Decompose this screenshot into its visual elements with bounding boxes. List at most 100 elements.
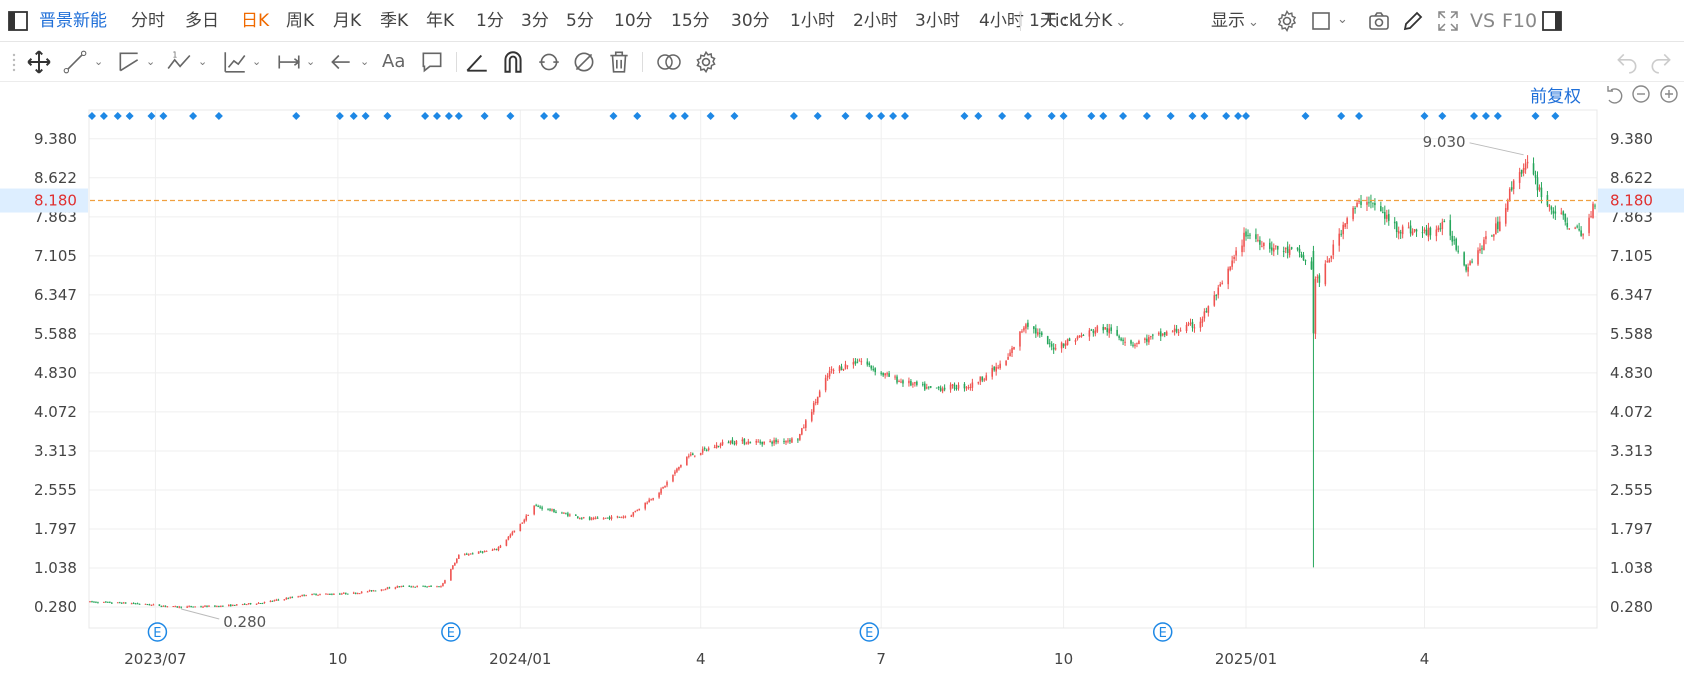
square-select-icon[interactable] xyxy=(1310,9,1334,33)
candle-body xyxy=(541,507,543,509)
zoom-in-icon[interactable] xyxy=(1660,85,1678,103)
candle-body xyxy=(1259,240,1261,245)
period-tab-2[interactable]: 日K xyxy=(241,11,270,31)
period-tab-1[interactable]: 多日 xyxy=(185,11,219,31)
kline-chart[interactable]: 9.030 0.280 E E E E 0.280 1.038 1.797 2.555 3.31… xyxy=(0,82,1684,679)
signal-marker xyxy=(889,112,898,120)
comment-icon[interactable] xyxy=(419,49,445,75)
compare-icon[interactable] xyxy=(656,49,682,75)
candle-body xyxy=(132,603,135,605)
period-tab-14[interactable]: 2小时 xyxy=(853,11,898,31)
candle-body xyxy=(1318,275,1321,283)
candle-body xyxy=(533,505,535,515)
magnet-icon[interactable] xyxy=(500,49,526,75)
chevron-down-icon[interactable]: ⌄ xyxy=(94,55,104,68)
period-tab-15[interactable]: 3小时 xyxy=(915,11,960,31)
period-tab-0[interactable]: 分时 xyxy=(131,11,165,31)
candle-body xyxy=(313,593,315,595)
sync-icon[interactable] xyxy=(536,49,562,75)
right-panel-toggle-icon[interactable] xyxy=(1540,9,1564,33)
candle-body xyxy=(1302,255,1305,261)
period-tab-3[interactable]: 周K xyxy=(286,11,315,31)
candle-body xyxy=(1370,201,1372,203)
period-tab-9[interactable]: 5分 xyxy=(566,11,594,31)
candle-body xyxy=(1411,231,1414,235)
candle-body xyxy=(1013,346,1015,350)
candle-body xyxy=(690,454,692,456)
period-tab-10[interactable]: 10分 xyxy=(614,11,653,31)
period-tab-8[interactable]: 3分 xyxy=(521,11,549,31)
candle-body xyxy=(1082,334,1085,336)
adjust-mode-button[interactable]: 前复权 xyxy=(1530,87,1581,107)
stock-name[interactable]: 晋景新能 xyxy=(39,11,107,31)
camera-icon[interactable] xyxy=(1367,9,1391,33)
candle-body xyxy=(1276,245,1279,250)
candle-body xyxy=(662,486,664,489)
undo-icon[interactable] xyxy=(1614,49,1640,75)
candle-body xyxy=(144,603,147,605)
display-menu[interactable]: 显示 ⌄ xyxy=(1211,0,1259,42)
fib-tool-icon[interactable] xyxy=(222,49,248,75)
signal-marker xyxy=(633,112,642,120)
candle-body xyxy=(186,606,188,608)
candle-body xyxy=(231,604,234,606)
candle-body xyxy=(97,602,99,604)
drag-handle-icon[interactable] xyxy=(11,52,17,74)
candle-body xyxy=(1384,212,1386,219)
candle-body xyxy=(333,593,335,595)
period-tab-6[interactable]: 年K xyxy=(426,11,455,31)
period-tab-5[interactable]: 季K xyxy=(380,11,409,31)
settings-icon[interactable] xyxy=(693,49,719,75)
chevron-down-icon[interactable]: ⌄ xyxy=(306,55,316,68)
period-tab-4[interactable]: 月K xyxy=(333,11,362,31)
vs-button[interactable]: VS xyxy=(1470,10,1496,32)
gear-icon[interactable] xyxy=(1275,9,1299,33)
period-tab-13[interactable]: 1小时 xyxy=(790,11,835,31)
f10-button[interactable]: F10 xyxy=(1502,10,1538,32)
candle-body xyxy=(1366,202,1368,205)
text-tool-button[interactable]: Aa xyxy=(382,51,406,72)
max-leader-line xyxy=(1469,142,1524,156)
fullscreen-icon[interactable] xyxy=(1436,9,1460,33)
candle-body xyxy=(1481,248,1483,250)
period-tab-11[interactable]: 15分 xyxy=(671,11,710,31)
candle-body xyxy=(1532,163,1535,175)
signal-marker xyxy=(480,112,489,120)
drawing-toolbar: ⌄ ⌄ 1 ⌄ ⌄ ⌄ ⌄ Aa xyxy=(0,42,1684,82)
signal-marker xyxy=(113,112,122,120)
move-icon[interactable] xyxy=(26,49,52,75)
line-tool-icon[interactable] xyxy=(62,49,88,75)
angle-tool-icon[interactable] xyxy=(464,49,490,75)
period-tab-16[interactable]: 4小时 xyxy=(979,11,1024,31)
panel-toggle-icon[interactable] xyxy=(6,9,30,33)
chevron-down-icon[interactable]: ⌄ xyxy=(360,55,370,68)
period-tab-12[interactable]: 30分 xyxy=(731,11,770,31)
hide-icon[interactable] xyxy=(571,49,597,75)
min-price-annotation: 0.280 xyxy=(223,613,266,631)
chevron-down-icon[interactable]: ⌄ xyxy=(146,55,156,68)
channel-tool-icon[interactable] xyxy=(116,49,142,75)
candle-body xyxy=(358,593,361,595)
signal-marker xyxy=(125,112,134,120)
trash-icon[interactable] xyxy=(606,49,632,75)
redo-icon[interactable] xyxy=(1648,49,1674,75)
chevron-down-icon[interactable]: ⌄ xyxy=(1337,12,1348,27)
period-tab-7[interactable]: 1分 xyxy=(476,11,504,31)
chevron-down-icon[interactable]: ⌄ xyxy=(198,55,208,68)
candle-body xyxy=(1159,331,1162,337)
candle-body xyxy=(130,603,133,605)
reset-zoom-icon[interactable] xyxy=(1607,86,1623,104)
measure-tool-icon[interactable] xyxy=(276,49,302,75)
candle-body xyxy=(1372,202,1374,204)
multi-period-selector[interactable]: 1天 : 1分K ⌄ xyxy=(1029,0,1126,42)
period-tab-17[interactable]: Tick xyxy=(1045,11,1079,31)
chevron-down-icon[interactable]: ⌄ xyxy=(252,55,262,68)
wave-tool-icon[interactable]: 1 xyxy=(166,49,192,75)
candle-body xyxy=(1290,247,1293,250)
candle-body xyxy=(1352,207,1354,220)
zoom-out-icon[interactable] xyxy=(1632,85,1650,103)
arrow-left-icon[interactable] xyxy=(328,49,354,75)
candle-body xyxy=(325,593,327,595)
candle-body xyxy=(824,377,827,391)
pencil-icon[interactable] xyxy=(1401,9,1425,33)
